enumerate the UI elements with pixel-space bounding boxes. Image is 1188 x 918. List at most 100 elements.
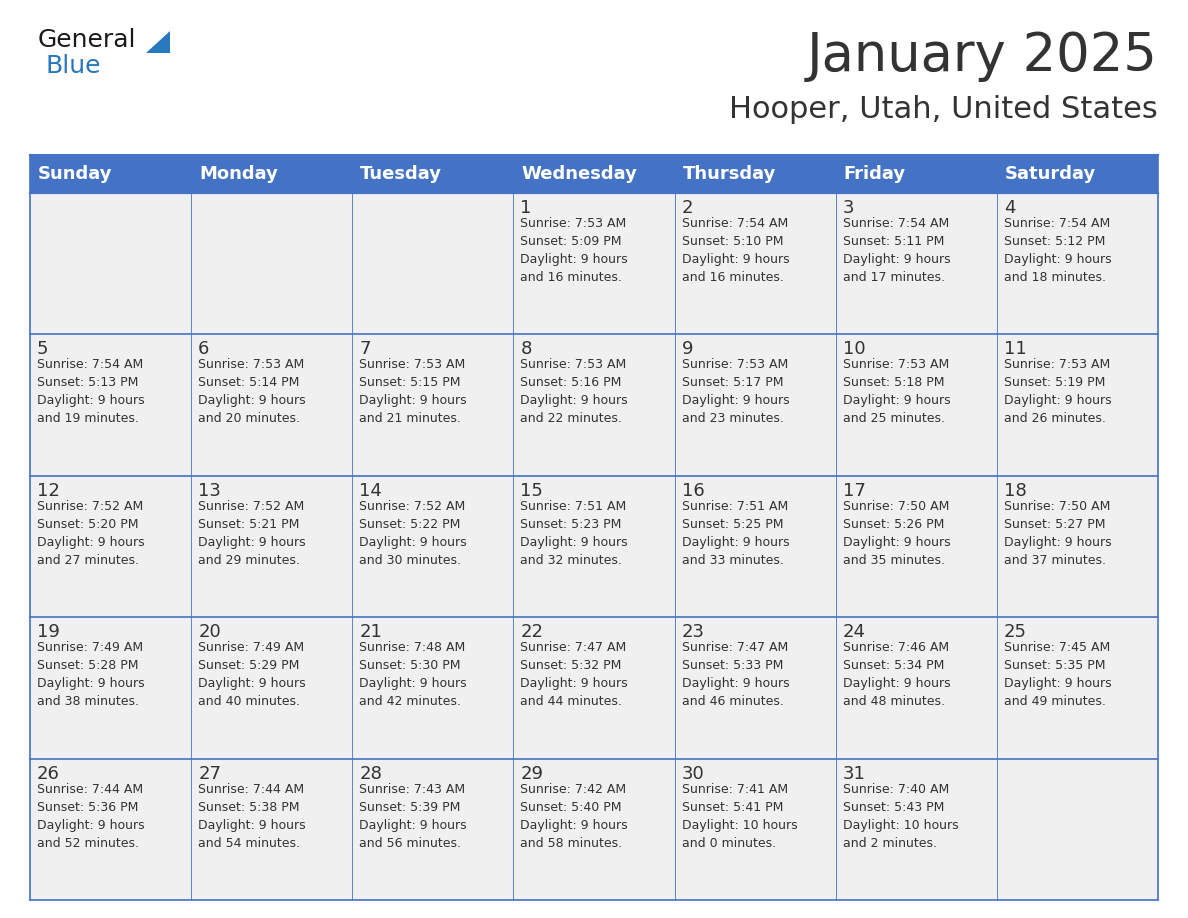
Text: 2: 2 — [682, 199, 693, 217]
Text: Wednesday: Wednesday — [522, 165, 637, 183]
Text: Hooper, Utah, United States: Hooper, Utah, United States — [729, 95, 1158, 124]
Bar — [513, 334, 675, 476]
Text: Sunrise: 7:52 AM
Sunset: 5:20 PM
Daylight: 9 hours
and 27 minutes.: Sunrise: 7:52 AM Sunset: 5:20 PM Dayligh… — [37, 499, 145, 566]
Bar — [353, 193, 513, 334]
Polygon shape — [146, 31, 170, 53]
Bar — [30, 193, 191, 334]
Bar — [513, 193, 675, 334]
Bar — [513, 476, 675, 617]
Bar — [353, 155, 513, 193]
Text: Sunrise: 7:40 AM
Sunset: 5:43 PM
Daylight: 10 hours
and 2 minutes.: Sunrise: 7:40 AM Sunset: 5:43 PM Dayligh… — [842, 783, 959, 849]
Text: 29: 29 — [520, 765, 543, 783]
Text: Sunrise: 7:54 AM
Sunset: 5:11 PM
Daylight: 9 hours
and 17 minutes.: Sunrise: 7:54 AM Sunset: 5:11 PM Dayligh… — [842, 217, 950, 284]
Text: Sunrise: 7:49 AM
Sunset: 5:29 PM
Daylight: 9 hours
and 40 minutes.: Sunrise: 7:49 AM Sunset: 5:29 PM Dayligh… — [198, 641, 305, 708]
Text: Sunrise: 7:49 AM
Sunset: 5:28 PM
Daylight: 9 hours
and 38 minutes.: Sunrise: 7:49 AM Sunset: 5:28 PM Dayligh… — [37, 641, 145, 708]
Bar — [353, 617, 513, 758]
Text: Sunrise: 7:54 AM
Sunset: 5:10 PM
Daylight: 9 hours
and 16 minutes.: Sunrise: 7:54 AM Sunset: 5:10 PM Dayligh… — [682, 217, 789, 284]
Text: 5: 5 — [37, 341, 49, 358]
Text: 4: 4 — [1004, 199, 1016, 217]
Text: Sunrise: 7:52 AM
Sunset: 5:22 PM
Daylight: 9 hours
and 30 minutes.: Sunrise: 7:52 AM Sunset: 5:22 PM Dayligh… — [359, 499, 467, 566]
Bar — [675, 193, 835, 334]
Bar — [997, 476, 1158, 617]
Bar — [513, 617, 675, 758]
Bar — [835, 155, 997, 193]
Text: Sunrise: 7:53 AM
Sunset: 5:09 PM
Daylight: 9 hours
and 16 minutes.: Sunrise: 7:53 AM Sunset: 5:09 PM Dayligh… — [520, 217, 628, 284]
Bar — [835, 476, 997, 617]
Text: 20: 20 — [198, 623, 221, 641]
Text: Sunrise: 7:47 AM
Sunset: 5:33 PM
Daylight: 9 hours
and 46 minutes.: Sunrise: 7:47 AM Sunset: 5:33 PM Dayligh… — [682, 641, 789, 708]
Text: Sunrise: 7:50 AM
Sunset: 5:27 PM
Daylight: 9 hours
and 37 minutes.: Sunrise: 7:50 AM Sunset: 5:27 PM Dayligh… — [1004, 499, 1112, 566]
Bar — [675, 758, 835, 900]
Text: Sunrise: 7:51 AM
Sunset: 5:25 PM
Daylight: 9 hours
and 33 minutes.: Sunrise: 7:51 AM Sunset: 5:25 PM Dayligh… — [682, 499, 789, 566]
Bar — [353, 476, 513, 617]
Text: January 2025: January 2025 — [807, 30, 1158, 82]
Text: Sunrise: 7:53 AM
Sunset: 5:19 PM
Daylight: 9 hours
and 26 minutes.: Sunrise: 7:53 AM Sunset: 5:19 PM Dayligh… — [1004, 358, 1112, 425]
Bar — [30, 155, 191, 193]
Text: Tuesday: Tuesday — [360, 165, 442, 183]
Text: 10: 10 — [842, 341, 865, 358]
Text: 18: 18 — [1004, 482, 1026, 499]
Text: 14: 14 — [359, 482, 383, 499]
Text: 15: 15 — [520, 482, 543, 499]
Text: Sunrise: 7:52 AM
Sunset: 5:21 PM
Daylight: 9 hours
and 29 minutes.: Sunrise: 7:52 AM Sunset: 5:21 PM Dayligh… — [198, 499, 305, 566]
Text: 12: 12 — [37, 482, 59, 499]
Text: 26: 26 — [37, 765, 59, 783]
Bar — [675, 334, 835, 476]
Text: Sunrise: 7:45 AM
Sunset: 5:35 PM
Daylight: 9 hours
and 49 minutes.: Sunrise: 7:45 AM Sunset: 5:35 PM Dayligh… — [1004, 641, 1112, 708]
Text: Sunrise: 7:51 AM
Sunset: 5:23 PM
Daylight: 9 hours
and 32 minutes.: Sunrise: 7:51 AM Sunset: 5:23 PM Dayligh… — [520, 499, 628, 566]
Text: Sunrise: 7:53 AM
Sunset: 5:18 PM
Daylight: 9 hours
and 25 minutes.: Sunrise: 7:53 AM Sunset: 5:18 PM Dayligh… — [842, 358, 950, 425]
Bar — [997, 155, 1158, 193]
Bar — [30, 334, 191, 476]
Text: Sunrise: 7:44 AM
Sunset: 5:38 PM
Daylight: 9 hours
and 54 minutes.: Sunrise: 7:44 AM Sunset: 5:38 PM Dayligh… — [198, 783, 305, 849]
Text: 22: 22 — [520, 623, 543, 641]
Text: 25: 25 — [1004, 623, 1026, 641]
Bar — [191, 155, 353, 193]
Text: Sunrise: 7:44 AM
Sunset: 5:36 PM
Daylight: 9 hours
and 52 minutes.: Sunrise: 7:44 AM Sunset: 5:36 PM Dayligh… — [37, 783, 145, 849]
Text: Sunday: Sunday — [38, 165, 113, 183]
Bar — [675, 617, 835, 758]
Text: 8: 8 — [520, 341, 532, 358]
Text: Sunrise: 7:54 AM
Sunset: 5:12 PM
Daylight: 9 hours
and 18 minutes.: Sunrise: 7:54 AM Sunset: 5:12 PM Dayligh… — [1004, 217, 1112, 284]
Bar — [675, 155, 835, 193]
Bar — [30, 617, 191, 758]
Bar — [997, 193, 1158, 334]
Bar — [353, 334, 513, 476]
Text: Sunrise: 7:53 AM
Sunset: 5:16 PM
Daylight: 9 hours
and 22 minutes.: Sunrise: 7:53 AM Sunset: 5:16 PM Dayligh… — [520, 358, 628, 425]
Text: 24: 24 — [842, 623, 866, 641]
Text: 13: 13 — [198, 482, 221, 499]
Bar — [191, 617, 353, 758]
Text: Sunrise: 7:53 AM
Sunset: 5:14 PM
Daylight: 9 hours
and 20 minutes.: Sunrise: 7:53 AM Sunset: 5:14 PM Dayligh… — [198, 358, 305, 425]
Text: 19: 19 — [37, 623, 59, 641]
Text: 30: 30 — [682, 765, 704, 783]
Bar — [191, 334, 353, 476]
Bar — [30, 476, 191, 617]
Text: 11: 11 — [1004, 341, 1026, 358]
Text: 31: 31 — [842, 765, 866, 783]
Text: 23: 23 — [682, 623, 704, 641]
Text: 28: 28 — [359, 765, 383, 783]
Text: General: General — [38, 28, 137, 52]
Bar — [191, 476, 353, 617]
Text: 7: 7 — [359, 341, 371, 358]
Text: Friday: Friday — [843, 165, 905, 183]
Text: Sunrise: 7:42 AM
Sunset: 5:40 PM
Daylight: 9 hours
and 58 minutes.: Sunrise: 7:42 AM Sunset: 5:40 PM Dayligh… — [520, 783, 628, 849]
Bar — [835, 334, 997, 476]
Text: Sunrise: 7:50 AM
Sunset: 5:26 PM
Daylight: 9 hours
and 35 minutes.: Sunrise: 7:50 AM Sunset: 5:26 PM Dayligh… — [842, 499, 950, 566]
Text: 17: 17 — [842, 482, 866, 499]
Text: Monday: Monday — [200, 165, 278, 183]
Text: 6: 6 — [198, 341, 209, 358]
Text: Thursday: Thursday — [683, 165, 776, 183]
Text: 16: 16 — [682, 482, 704, 499]
Bar — [675, 476, 835, 617]
Bar — [835, 758, 997, 900]
Text: 3: 3 — [842, 199, 854, 217]
Text: Sunrise: 7:46 AM
Sunset: 5:34 PM
Daylight: 9 hours
and 48 minutes.: Sunrise: 7:46 AM Sunset: 5:34 PM Dayligh… — [842, 641, 950, 708]
Text: 21: 21 — [359, 623, 383, 641]
Text: Sunrise: 7:47 AM
Sunset: 5:32 PM
Daylight: 9 hours
and 44 minutes.: Sunrise: 7:47 AM Sunset: 5:32 PM Dayligh… — [520, 641, 628, 708]
Text: Blue: Blue — [46, 54, 101, 78]
Bar — [835, 193, 997, 334]
Text: Sunrise: 7:41 AM
Sunset: 5:41 PM
Daylight: 10 hours
and 0 minutes.: Sunrise: 7:41 AM Sunset: 5:41 PM Dayligh… — [682, 783, 797, 849]
Bar — [835, 617, 997, 758]
Bar — [191, 193, 353, 334]
Text: 27: 27 — [198, 765, 221, 783]
